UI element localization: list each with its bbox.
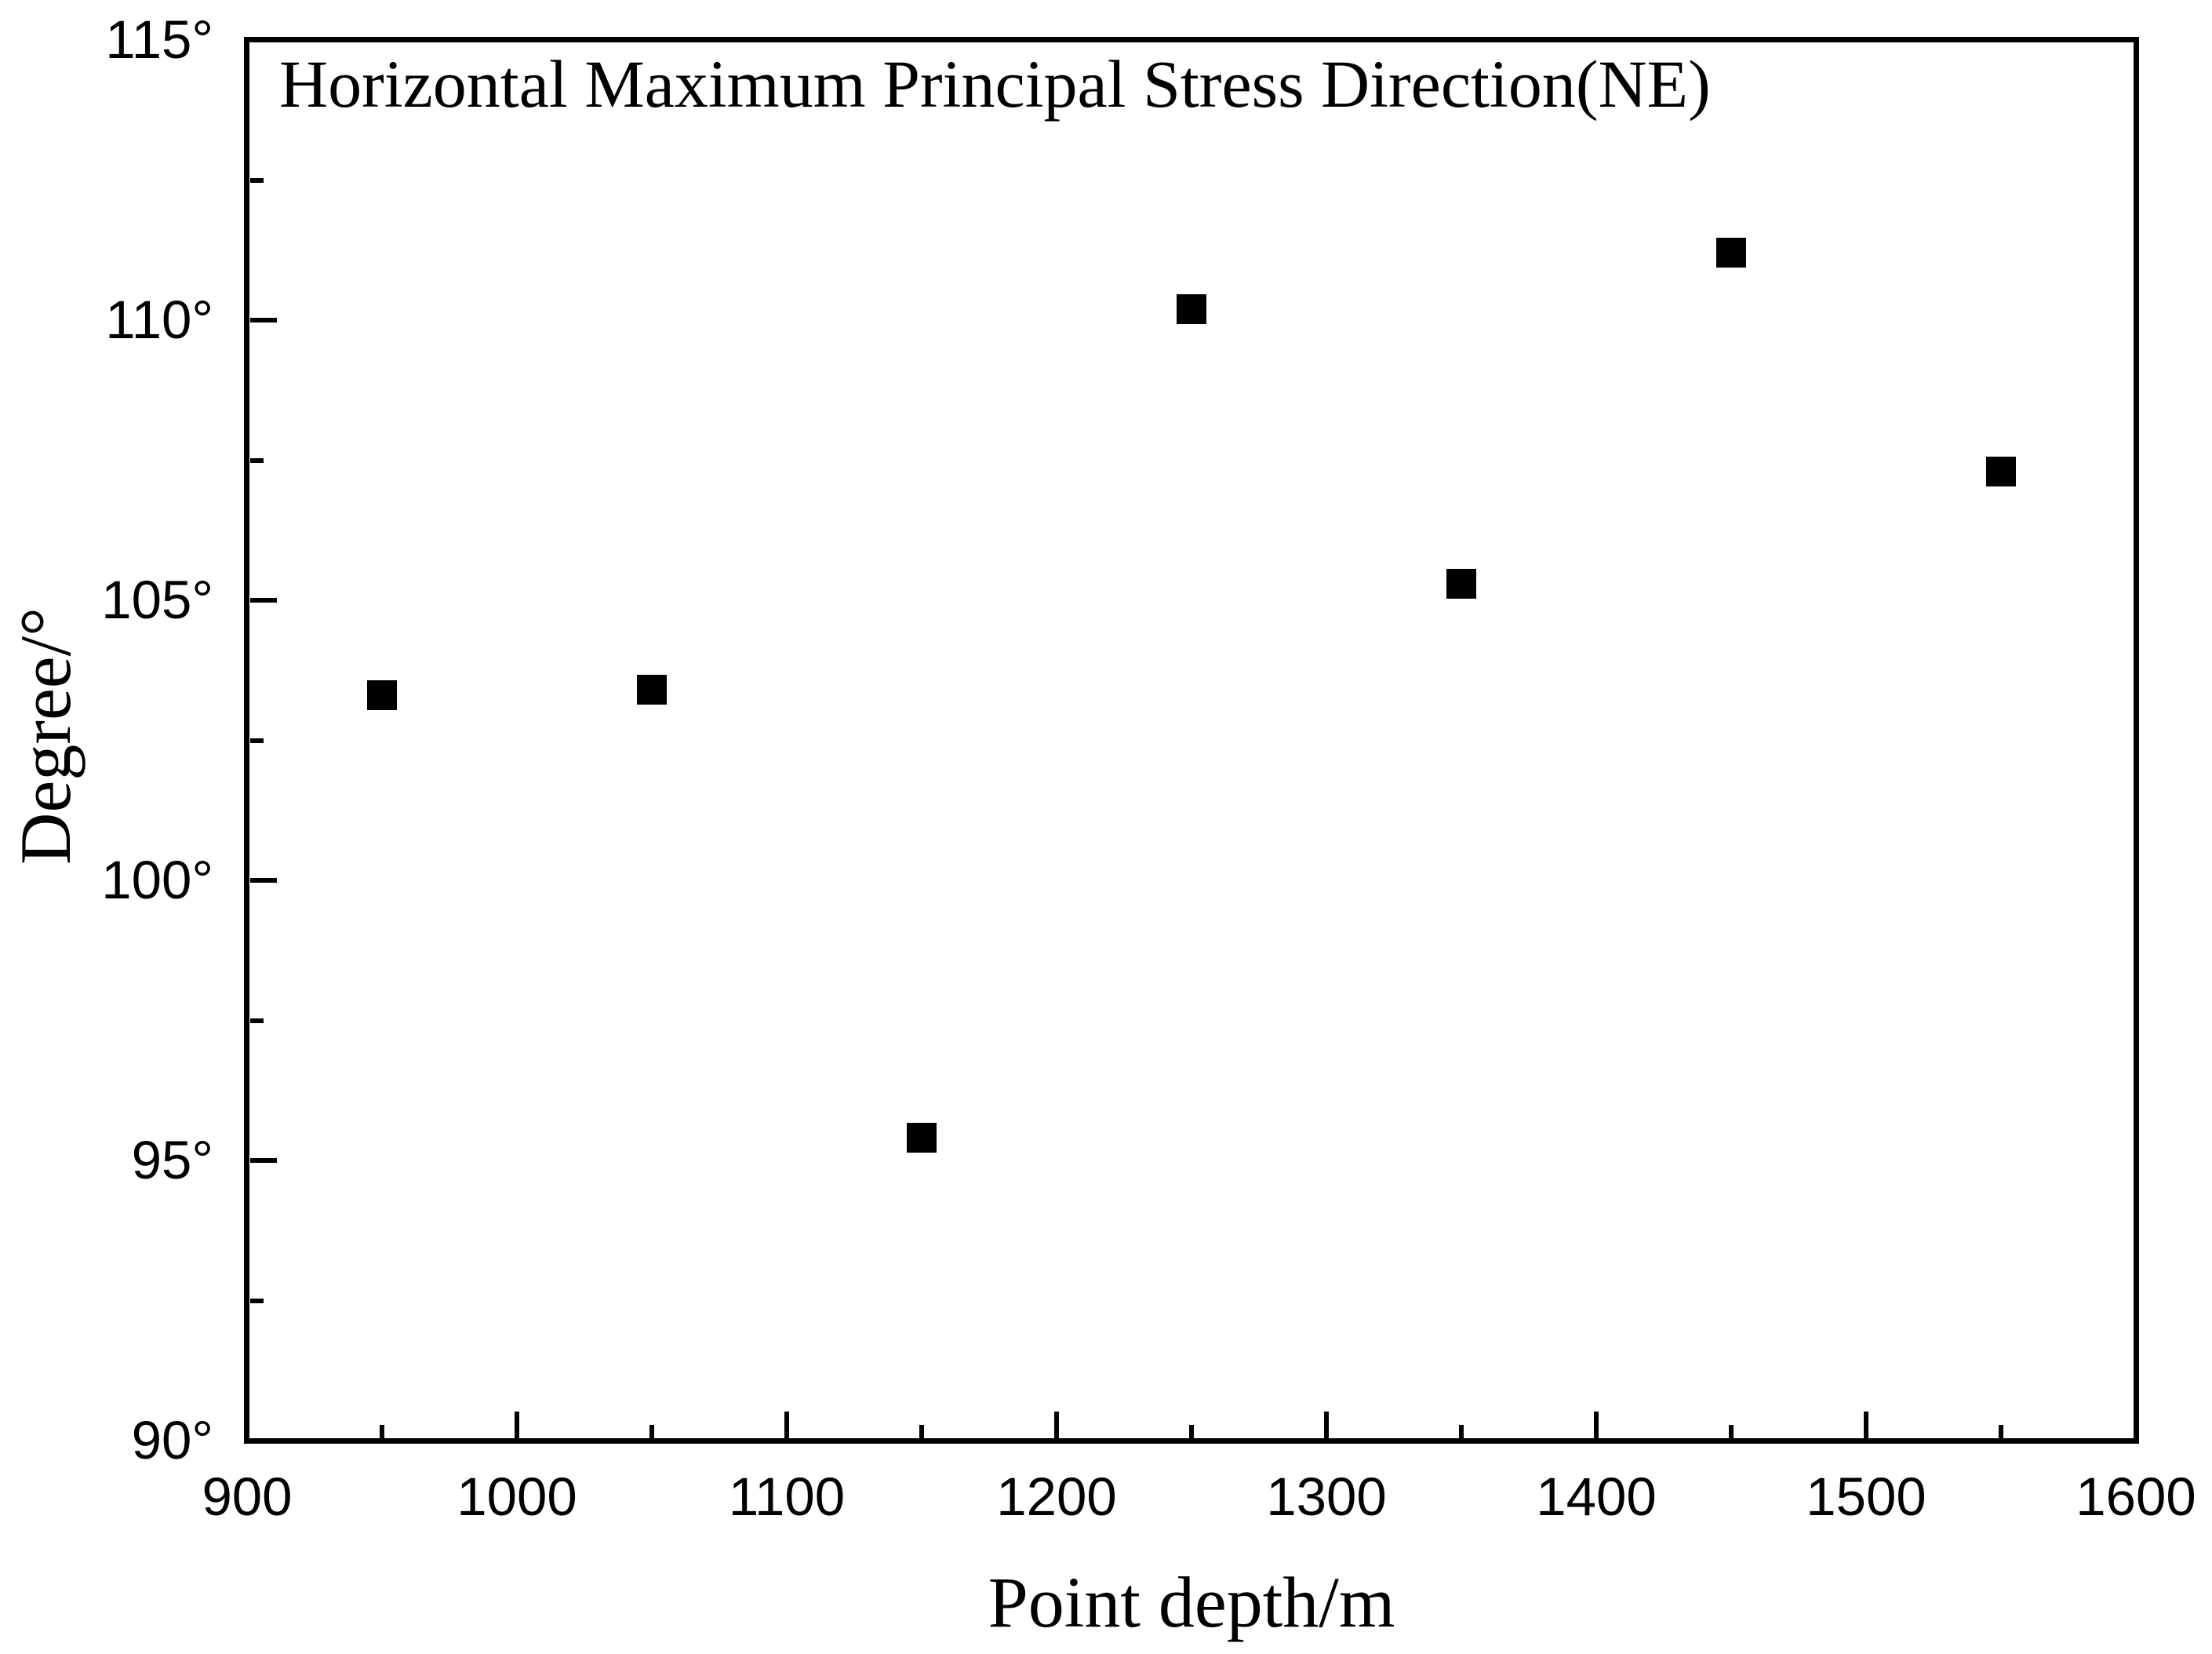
y-major-tick bbox=[249, 878, 277, 883]
x-major-tick bbox=[784, 1411, 789, 1438]
y-tick-label: 105° bbox=[101, 570, 213, 630]
x-tick-label: 1400 bbox=[1536, 1466, 1657, 1527]
data-point-square bbox=[907, 1123, 937, 1153]
data-point-square bbox=[1177, 293, 1206, 324]
y-tick-label: 100° bbox=[101, 850, 213, 910]
plot-area-border bbox=[244, 37, 2139, 1444]
x-major-tick bbox=[515, 1411, 519, 1438]
y-tick-label: 115° bbox=[105, 9, 213, 70]
x-minor-tick bbox=[1999, 1424, 2003, 1438]
data-point-square bbox=[1446, 568, 1476, 599]
y-major-tick bbox=[249, 598, 277, 603]
x-tick-label: 1300 bbox=[1266, 1466, 1387, 1527]
y-minor-tick bbox=[249, 1298, 264, 1303]
x-tick-label: 1200 bbox=[996, 1466, 1117, 1527]
y-major-tick bbox=[249, 1158, 277, 1163]
x-tick-label: 900 bbox=[202, 1466, 293, 1527]
y-minor-tick bbox=[249, 738, 264, 743]
data-point-square bbox=[1986, 456, 2016, 486]
x-minor-tick bbox=[1189, 1424, 1194, 1438]
x-minor-tick bbox=[1459, 1424, 1464, 1438]
y-tick-label: 110° bbox=[105, 290, 213, 350]
x-tick-label: 1600 bbox=[2076, 1466, 2196, 1527]
x-major-tick bbox=[1054, 1411, 1059, 1438]
x-major-tick bbox=[1594, 1411, 1599, 1438]
x-major-tick bbox=[1324, 1411, 1329, 1438]
x-tick-label: 1000 bbox=[457, 1466, 577, 1527]
x-tick-label: 1500 bbox=[1806, 1466, 1926, 1527]
x-minor-tick bbox=[649, 1424, 654, 1438]
y-tick-label: 90° bbox=[131, 1410, 213, 1470]
x-axis-title: Point depth/m bbox=[988, 1562, 1395, 1642]
x-minor-tick bbox=[919, 1424, 924, 1438]
data-point-square bbox=[367, 680, 397, 711]
x-major-tick bbox=[1864, 1411, 1868, 1438]
y-minor-tick bbox=[249, 457, 264, 463]
chart-title: Horizontal Maximum Principal Stress Dire… bbox=[279, 46, 1711, 122]
y-tick-label: 95° bbox=[131, 1130, 213, 1190]
y-minor-tick bbox=[249, 1018, 264, 1023]
x-minor-tick bbox=[380, 1424, 384, 1438]
y-minor-tick bbox=[249, 177, 264, 183]
y-major-tick bbox=[249, 318, 277, 322]
x-minor-tick bbox=[1729, 1424, 1734, 1438]
data-point-square bbox=[1716, 238, 1746, 268]
x-tick-label: 1100 bbox=[728, 1466, 846, 1527]
data-point-square bbox=[637, 675, 667, 705]
